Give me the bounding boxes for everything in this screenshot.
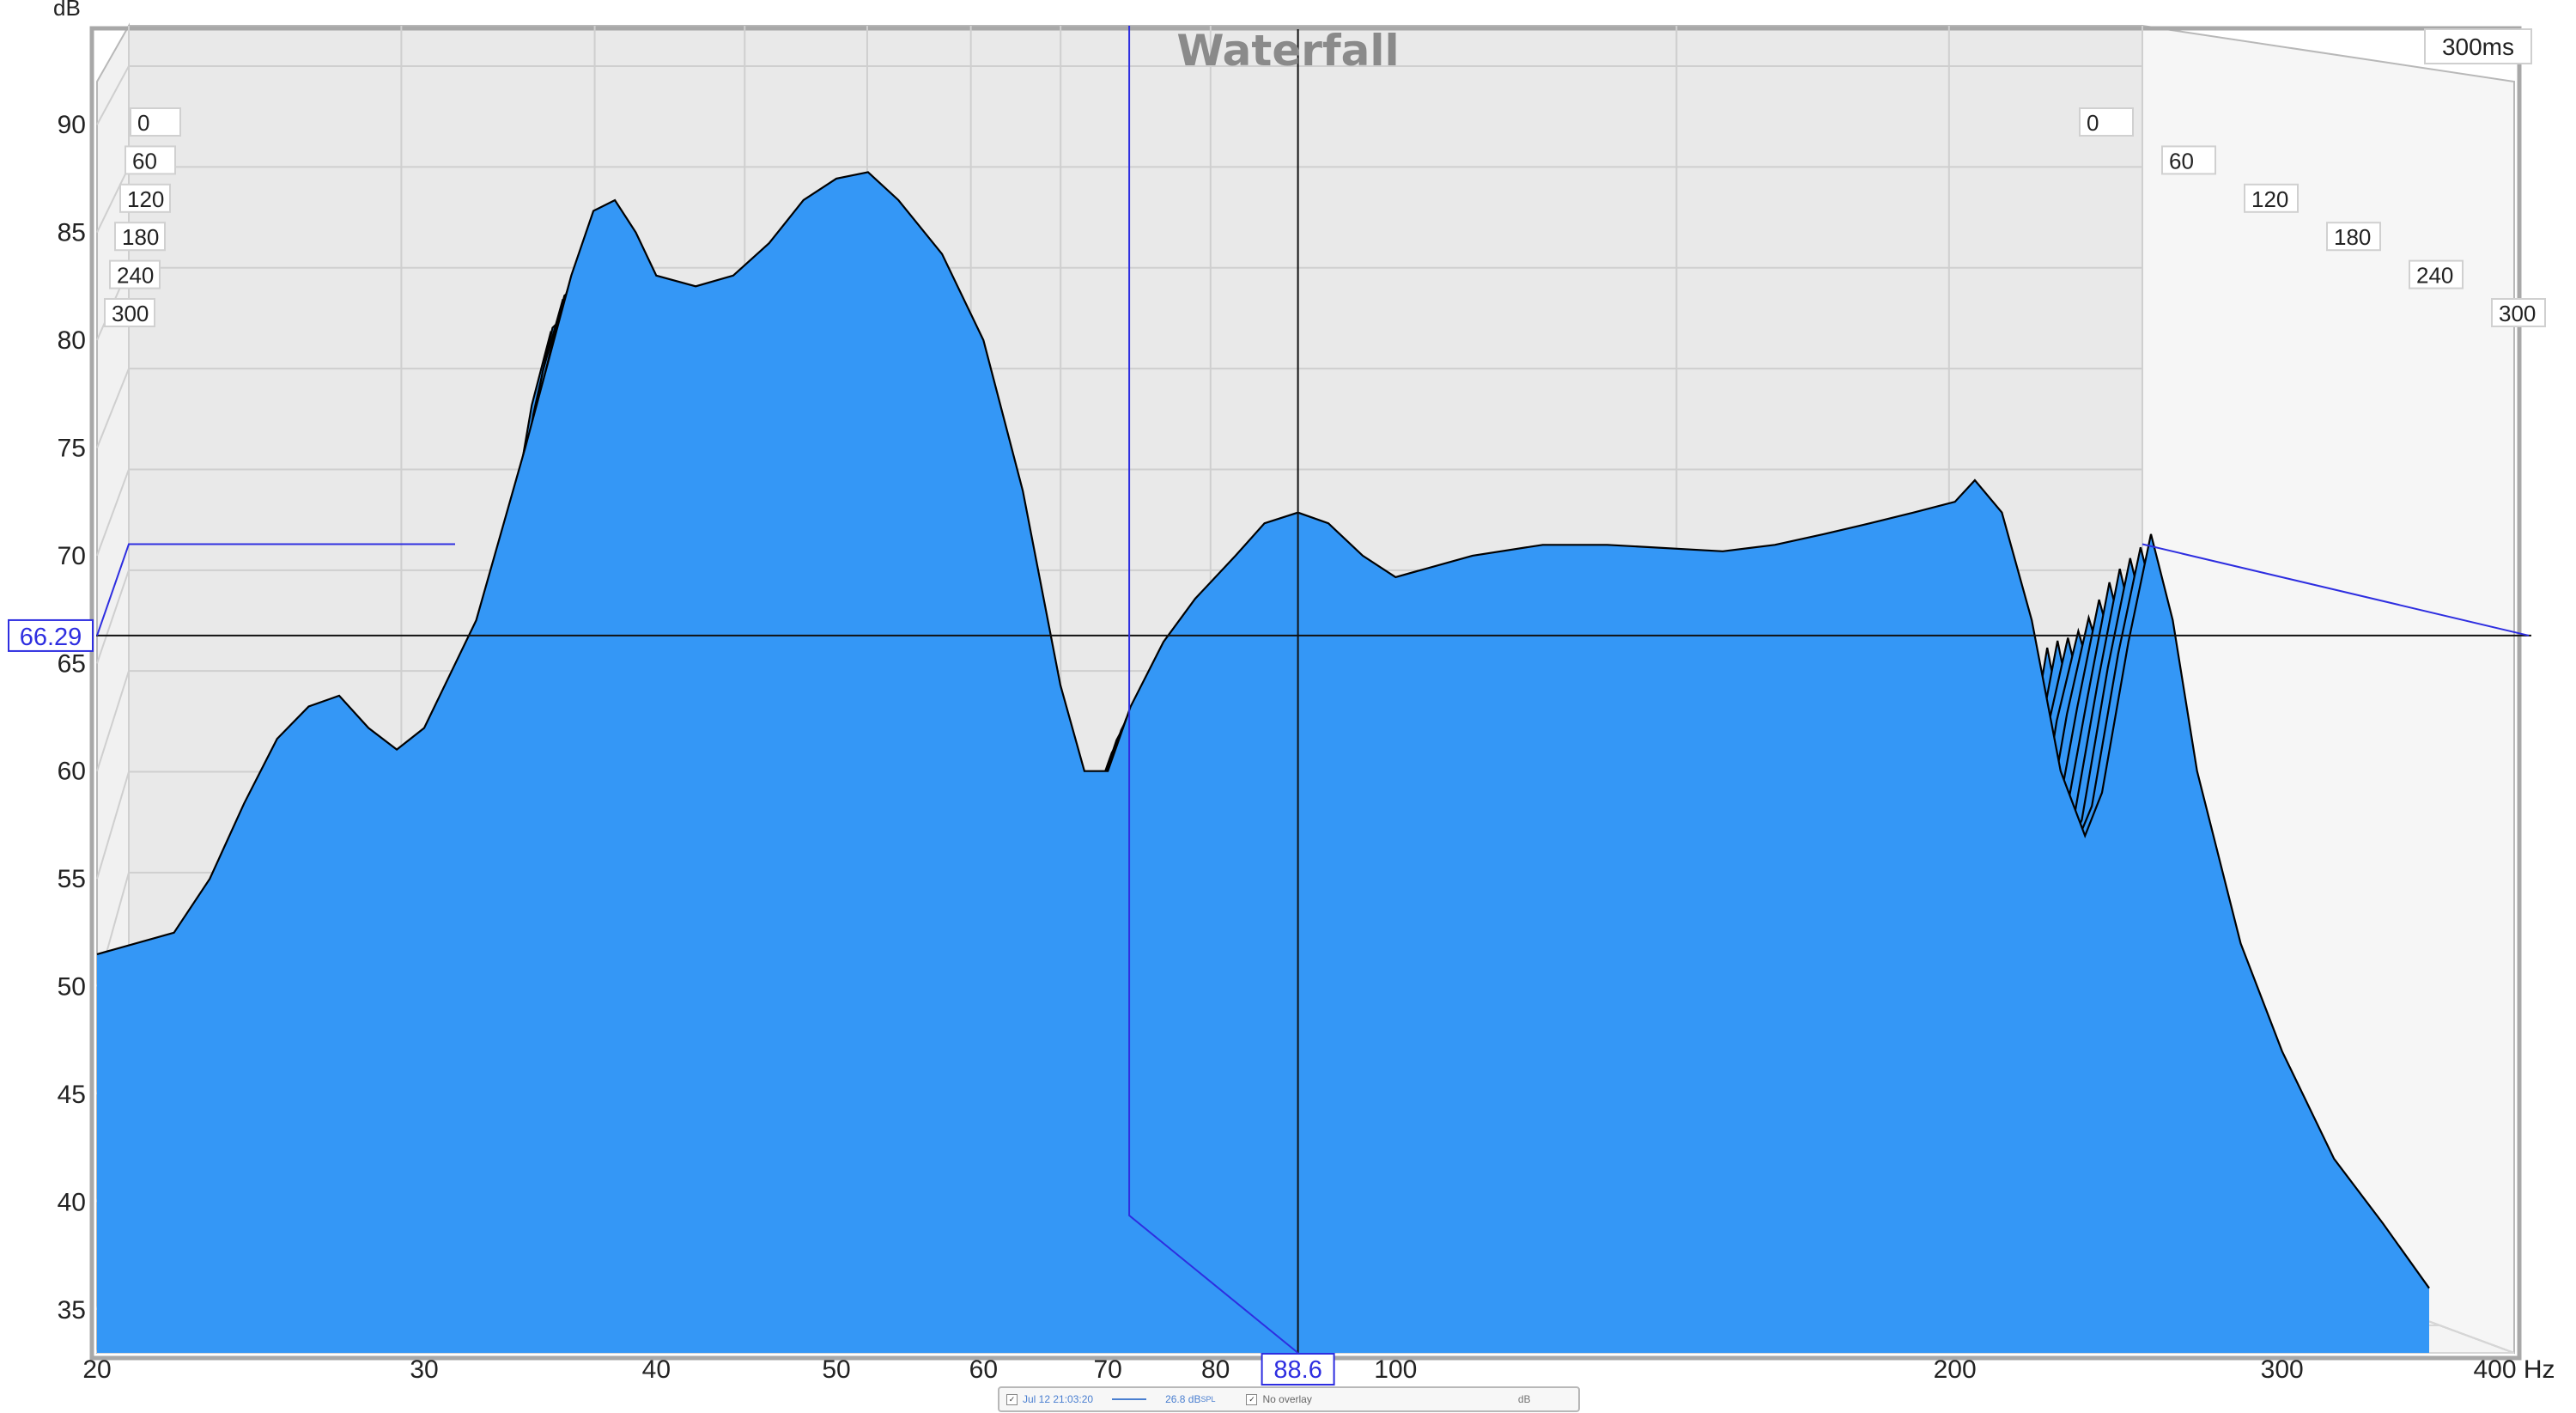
- measurement-date: Jul 12 21:03:20: [1023, 1393, 1094, 1405]
- y-tick-label: 40: [58, 1188, 86, 1216]
- waterfall-slice-line: [96, 171, 2430, 1289]
- y-tick-label: 80: [58, 326, 86, 355]
- cursor-depth-line: [1128, 26, 1299, 1354]
- y-tick-label: 65: [58, 649, 86, 678]
- side-wall-gridline: [96, 65, 130, 125]
- x-tick-label: 400 Hz: [2473, 1355, 2555, 1384]
- time-tick-label-left: 120: [119, 183, 171, 213]
- measurement-checkbox[interactable]: ✓: [1006, 1393, 1018, 1405]
- svg-text:0: 0: [137, 110, 149, 136]
- svg-text:180: 180: [122, 224, 159, 250]
- time-tick-label-left: 0: [130, 107, 181, 137]
- overlay-checkbox[interactable]: ✓: [1246, 1393, 1258, 1405]
- measurement-level: 26.8 dB: [1165, 1393, 1201, 1405]
- series-line-swatch: [1112, 1398, 1147, 1400]
- x-tick-label: 50: [822, 1355, 850, 1384]
- y-tick-label: 60: [58, 758, 86, 786]
- svg-text:300ms: 300ms: [2442, 33, 2514, 60]
- y-tick-label: 90: [58, 111, 86, 139]
- svg-text:60: 60: [2169, 148, 2194, 174]
- cursor-depth-line: [96, 543, 455, 636]
- side-wall-gridline: [96, 771, 130, 880]
- x-tick-label: 40: [642, 1355, 671, 1384]
- cursor-depth-line: [2142, 543, 2530, 636]
- waterfall-slice-fill: [97, 172, 2429, 1353]
- y-tick-label: 70: [58, 542, 86, 570]
- cursor-x-readout: 88.6: [1261, 1353, 1335, 1386]
- time-tick-label-right: 0: [2079, 107, 2134, 137]
- time-tick-label-left: 300: [104, 298, 155, 327]
- svg-text:0: 0: [2087, 110, 2099, 136]
- y-axis-unit-label: dB: [53, 0, 81, 21]
- svg-text:300: 300: [2499, 301, 2536, 326]
- x-tick-label: 200: [1934, 1355, 1977, 1384]
- waterfall-slices: [96, 171, 2430, 1353]
- legend-bar: ✓ Jul 12 21:03:20 26.8 dB SPL ✓ No overl…: [998, 1386, 1580, 1412]
- time-span-label: 300ms: [2424, 28, 2532, 64]
- svg-text:240: 240: [117, 263, 154, 289]
- time-tick-label-right: 240: [2409, 259, 2464, 289]
- cursor-y-readout: 66.29: [8, 618, 94, 652]
- time-tick-label-right: 180: [2326, 222, 2381, 252]
- x-tick-label: 20: [82, 1355, 111, 1384]
- y-tick-label: 35: [58, 1296, 86, 1325]
- time-tick-label-right: 300: [2491, 298, 2546, 327]
- time-tick-label-right: 120: [2244, 183, 2299, 213]
- time-tick-label-right: 60: [2161, 145, 2216, 175]
- side-wall-gridline: [96, 670, 130, 772]
- svg-text:120: 120: [127, 186, 164, 212]
- x-tick-label: 100: [1374, 1355, 1417, 1384]
- svg-text:240: 240: [2416, 263, 2453, 289]
- side-wall-gridline: [96, 166, 130, 234]
- y-tick-label: 55: [58, 865, 86, 893]
- x-tick-label: 80: [1201, 1355, 1230, 1384]
- svg-text:180: 180: [2334, 224, 2371, 250]
- chart-title: Waterfall: [1176, 26, 1399, 76]
- svg-text:300: 300: [112, 301, 149, 326]
- x-tick-label: 300: [2261, 1355, 2304, 1384]
- legend-units: dB: [1517, 1393, 1531, 1405]
- time-tick-label-left: 240: [109, 259, 161, 289]
- y-tick-label: 45: [58, 1081, 86, 1109]
- side-wall-gridline: [96, 469, 130, 557]
- svg-text:60: 60: [132, 148, 157, 174]
- time-tick-label-left: 180: [114, 222, 166, 252]
- y-tick-label: 50: [58, 973, 86, 1002]
- x-tick-label: 70: [1093, 1355, 1121, 1384]
- x-tick-label: 30: [410, 1355, 438, 1384]
- y-tick-label: 85: [58, 219, 86, 247]
- overlay-label: No overlay: [1262, 1393, 1312, 1405]
- svg-text:66.29: 66.29: [20, 624, 82, 651]
- time-tick-label-left: 60: [125, 145, 176, 175]
- y-tick-label: 75: [58, 434, 86, 462]
- measurement-level-suffix: SPL: [1200, 1395, 1216, 1404]
- svg-text:88.6: 88.6: [1273, 1356, 1321, 1384]
- side-wall-gridline: [96, 569, 130, 664]
- side-wall-gridline: [96, 368, 130, 448]
- x-tick-label: 60: [969, 1355, 998, 1384]
- svg-text:120: 120: [2251, 186, 2288, 212]
